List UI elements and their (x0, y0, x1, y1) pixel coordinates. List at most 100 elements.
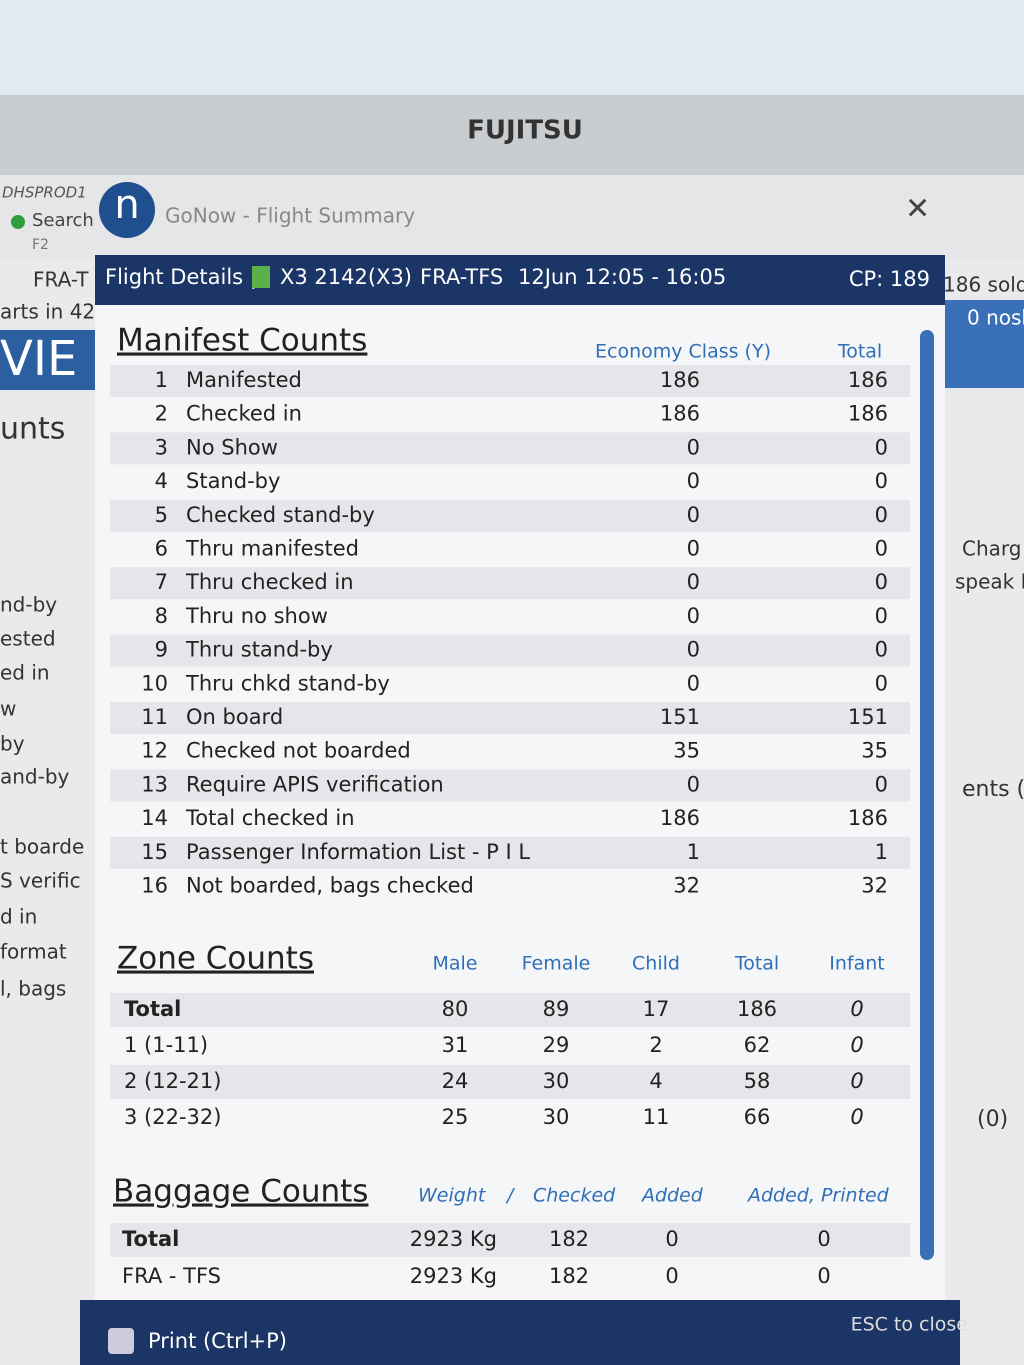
cell-value: 0 (875, 772, 888, 796)
cell-value: 0 (687, 537, 700, 561)
section-title: Manifest Counts (117, 323, 367, 359)
cell-value: 2923 Kg (410, 1264, 497, 1288)
row-stripe (110, 1223, 910, 1257)
row-label: Thru stand-by (185, 638, 333, 662)
header-route: FRA-TFS (420, 265, 503, 289)
background-text: 186 sold (943, 273, 1024, 297)
row-stripe (110, 365, 910, 397)
brand: FUJITSU (467, 116, 583, 146)
cell-value: 151 (848, 705, 888, 729)
background-text: VIE (0, 331, 77, 387)
row-number: 3 (155, 435, 168, 459)
cell-value: 186 (848, 402, 888, 426)
background-text: S verific (0, 869, 81, 893)
cell-value: 186 (737, 997, 777, 1021)
cell-value: 0 (687, 638, 700, 662)
row-number: 13 (141, 772, 168, 796)
row-label: Not boarded, bags checked (186, 874, 474, 898)
background-text: d in (0, 905, 37, 929)
cell-value: 0 (817, 1227, 830, 1251)
esc-hint: ESC to close (851, 1314, 968, 1336)
row-label: Require APIS verification (186, 772, 444, 796)
cell-value: 24 (442, 1069, 469, 1093)
cell-value: 58 (744, 1069, 771, 1093)
row-label: Thru chkd stand-by (185, 671, 390, 695)
scrollbar[interactable] (920, 330, 934, 1260)
column-header: Added (640, 1185, 704, 1207)
cell-value: 1 (875, 840, 888, 864)
search-key: F2 (32, 237, 49, 253)
cell-value: 17 (643, 997, 670, 1021)
cell-value: 0 (687, 435, 700, 459)
row-label: Thru checked in (185, 570, 354, 594)
cell-value: 4 (649, 1069, 662, 1093)
row-number: 4 (155, 469, 168, 493)
host: DHSPROD1 (2, 184, 87, 202)
row-label: Checked not boarded (186, 739, 411, 763)
column-header: Economy Class (Y) (595, 341, 771, 363)
cell-value: 0 (875, 638, 888, 662)
app-logo-letter: n (114, 182, 139, 228)
flight-icon (252, 266, 270, 288)
row-label: No Show (186, 435, 278, 459)
row-number: 14 (141, 806, 168, 830)
cell-value: 32 (673, 874, 700, 898)
row-number: 1 (155, 368, 168, 392)
cell-value: 0 (850, 1033, 863, 1057)
row-label: 2 (12-21) (124, 1069, 221, 1093)
column-header: Total (734, 953, 779, 975)
cell-value: 11 (643, 1105, 670, 1129)
print-icon (108, 1328, 134, 1354)
cell-value: 0 (850, 1069, 863, 1093)
background-text: arts in 42 (0, 300, 95, 324)
background-text: w (0, 697, 16, 721)
column-header: Total (837, 341, 882, 363)
background-text: FRA-T (33, 268, 89, 292)
cell-value: 186 (848, 368, 888, 392)
row-label: Total (122, 1227, 179, 1251)
row-stripe (110, 769, 910, 802)
row-number: 11 (141, 705, 168, 729)
row-number: 6 (155, 537, 168, 561)
row-number: 9 (155, 638, 168, 662)
cell-value: 186 (660, 806, 700, 830)
background-text: ed in (0, 661, 50, 685)
row-number: 16 (141, 874, 168, 898)
cell-value: 30 (543, 1105, 570, 1129)
background-text: and-by (0, 765, 70, 789)
cell-value: 186 (660, 368, 700, 392)
header-cp: CP: 189 (849, 267, 930, 291)
close-button[interactable]: ✕ (905, 192, 930, 227)
cell-value: 29 (543, 1033, 570, 1057)
row-label: Passenger Information List - P I L (186, 840, 530, 864)
row-stripe (110, 702, 910, 734)
print-button[interactable]: Print (Ctrl+P) (148, 1329, 287, 1353)
column-header: / (505, 1185, 516, 1207)
cell-value: 2 (649, 1033, 662, 1057)
row-number: 7 (155, 570, 168, 594)
row-label: Thru manifested (185, 537, 359, 561)
cell-value: 0 (687, 671, 700, 695)
column-header: Weight (418, 1185, 487, 1207)
row-label: 3 (22-32) (124, 1105, 221, 1129)
dialog-header (95, 255, 945, 305)
content: Manifest Counts Economy Class (Y) Total 1 Ma… (110, 323, 910, 1288)
cell-value: 0 (665, 1264, 678, 1288)
cell-value: 0 (875, 604, 888, 628)
cell-value: 0 (850, 1105, 863, 1129)
section-title: Baggage Counts (113, 1174, 368, 1210)
cell-value: 186 (660, 402, 700, 426)
cell-value: 35 (861, 739, 888, 763)
ceiling (0, 0, 1024, 98)
dialog-footer (80, 1300, 960, 1365)
header-time: 12Jun 12:05 - 16:05 (518, 265, 726, 289)
right-band (945, 300, 1024, 388)
row-label: FRA - TFS (122, 1264, 221, 1288)
row-label: Total (124, 997, 181, 1021)
search: Search (32, 210, 94, 231)
row-label: 1 (1-11) (124, 1033, 208, 1057)
cell-value: 66 (744, 1105, 771, 1129)
cell-value: 0 (875, 503, 888, 527)
